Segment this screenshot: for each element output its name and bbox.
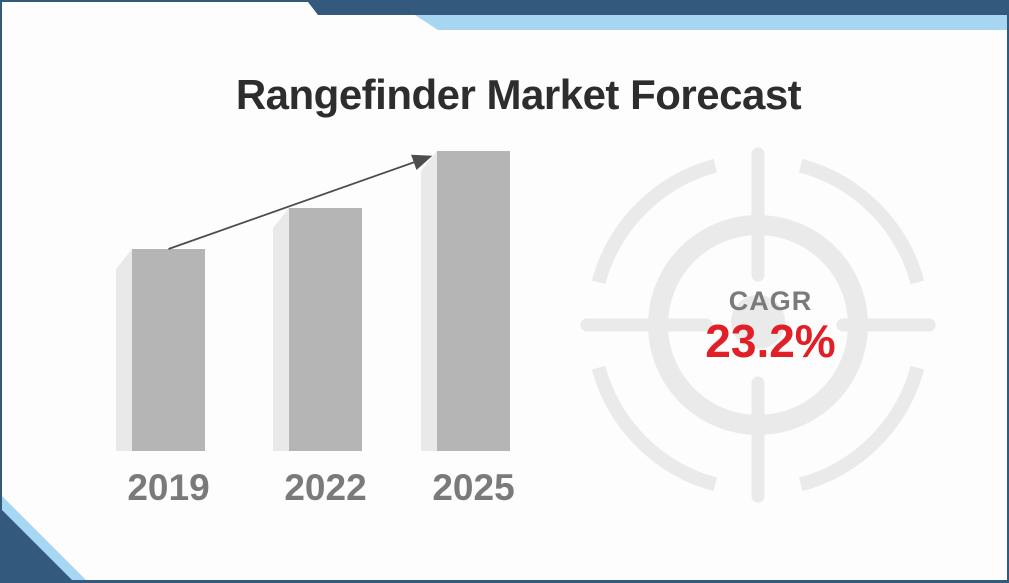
target-cross-lines: [580, 147, 936, 503]
cagr-callout: CAGR 23.2%: [658, 285, 883, 367]
bar-2019: [132, 249, 205, 451]
bar-shadow-2022: [273, 208, 289, 451]
bar-2025: [437, 151, 510, 451]
bar-shadow-2019: [116, 249, 132, 451]
growth-arrow: [168, 154, 433, 250]
corner-dark-triangle: [2, 510, 72, 580]
bar-2022: [289, 208, 362, 451]
bar-shadow-2025: [421, 151, 437, 451]
bar-label-2022: 2022: [284, 467, 366, 508]
target-outer-arcs: [591, 158, 925, 492]
bar-label-2019: 2019: [127, 467, 209, 508]
corner-decoration: [2, 496, 86, 580]
top-dark-band: [308, 2, 1007, 15]
bar-chart: 2019 2022 2025: [116, 151, 515, 508]
page-title: Rangefinder Market Forecast: [235, 71, 802, 119]
cagr-label: CAGR: [728, 286, 813, 316]
top-light-band: [415, 15, 1007, 30]
corner-light-stripe: [2, 496, 86, 580]
cagr-value: 23.2%: [705, 315, 836, 368]
target-crosshair-icon: [580, 147, 936, 503]
bar-label-2025: 2025: [432, 467, 514, 508]
target-center-dot: [731, 295, 785, 349]
